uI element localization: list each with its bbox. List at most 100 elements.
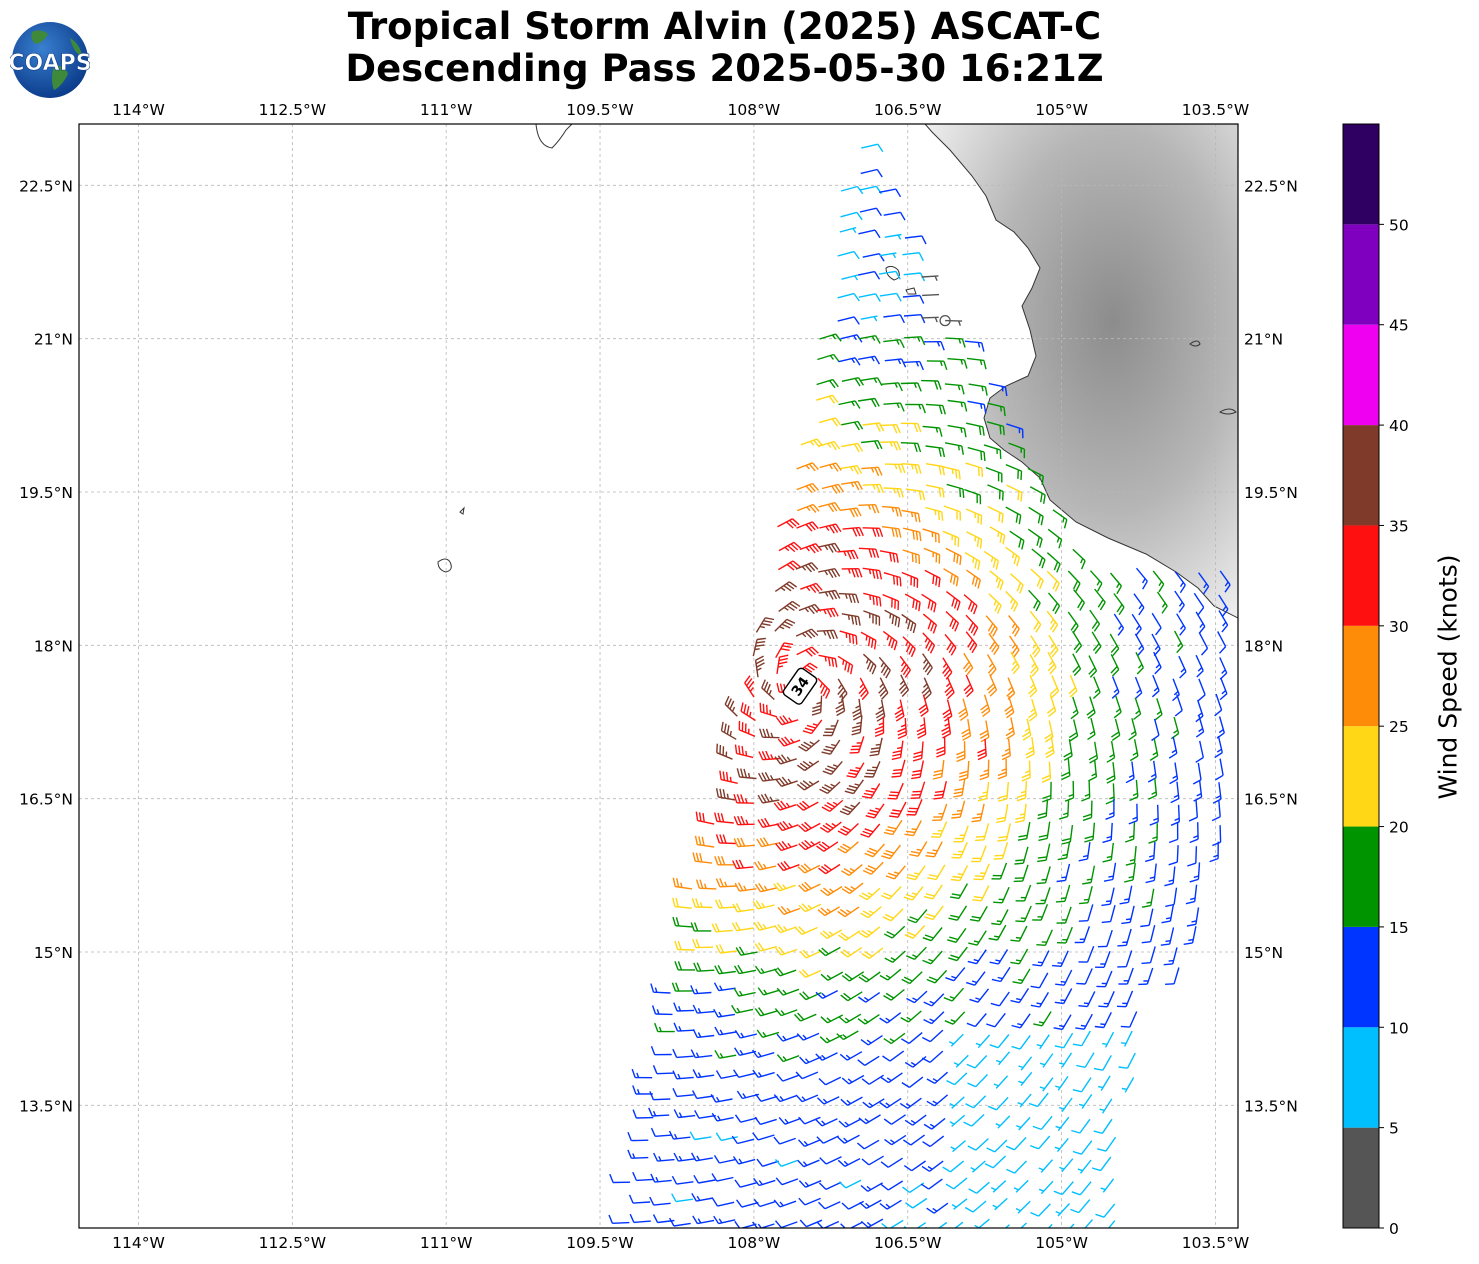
wind-barb bbox=[712, 1198, 735, 1207]
wind-barb bbox=[1006, 484, 1023, 502]
wind-barb bbox=[1173, 630, 1184, 654]
wind-barb bbox=[773, 1094, 797, 1103]
wind-barb bbox=[776, 1054, 800, 1063]
wind-barb bbox=[1076, 968, 1093, 985]
wind-barb bbox=[650, 1173, 672, 1183]
wind-barb bbox=[1017, 821, 1031, 841]
wind-barb bbox=[1068, 674, 1078, 698]
wind-barb bbox=[733, 837, 755, 848]
wind-barb bbox=[1077, 1159, 1092, 1174]
wind-barb bbox=[1151, 674, 1160, 698]
wind-barb bbox=[775, 946, 798, 956]
wind-barb bbox=[819, 523, 842, 534]
wind-barb bbox=[922, 950, 943, 965]
wind-barb bbox=[858, 971, 881, 983]
wind-barb bbox=[838, 1013, 862, 1024]
wind-barb bbox=[1032, 1115, 1053, 1131]
wind-barb bbox=[1055, 1116, 1070, 1132]
wind-barb bbox=[773, 1199, 797, 1208]
wind-barb bbox=[816, 841, 839, 852]
wind-barb bbox=[818, 542, 841, 553]
lat-tick-label-right: 21°N bbox=[1244, 331, 1283, 349]
wind-barb bbox=[799, 1056, 822, 1065]
wind-barb bbox=[861, 466, 883, 477]
wind-barb bbox=[1069, 1223, 1075, 1228]
wind-barb bbox=[838, 357, 861, 366]
wind-barb bbox=[1140, 908, 1154, 928]
wind-barb bbox=[817, 1096, 840, 1105]
wind-barb bbox=[936, 736, 946, 758]
wind-barb bbox=[811, 695, 823, 716]
wind-barb bbox=[858, 887, 881, 901]
wind-barb bbox=[796, 521, 819, 532]
wind-barb bbox=[1219, 570, 1231, 593]
colorbar-bin bbox=[1343, 124, 1379, 225]
wind-barb bbox=[715, 878, 737, 888]
wind-barb bbox=[864, 843, 885, 858]
wind-barb bbox=[945, 1177, 968, 1190]
wind-barb bbox=[1041, 761, 1052, 783]
wind-barb bbox=[1029, 610, 1042, 633]
wind-barb bbox=[800, 582, 823, 594]
wind-barb bbox=[922, 632, 936, 654]
wind-barb bbox=[993, 842, 1009, 860]
wind-barb bbox=[744, 675, 755, 698]
wind-barb bbox=[1048, 634, 1059, 658]
wind-barb bbox=[690, 922, 712, 932]
wind-barb bbox=[817, 677, 831, 699]
wind-barb bbox=[797, 503, 820, 513]
wind-barb bbox=[797, 1159, 820, 1168]
wind-barb bbox=[861, 143, 884, 153]
wind-barb bbox=[819, 821, 842, 833]
wind-barb bbox=[902, 252, 924, 262]
wind-barb bbox=[950, 1140, 966, 1153]
wind-barb bbox=[858, 926, 881, 938]
wind-barb bbox=[1028, 506, 1044, 526]
wind-barb bbox=[1028, 589, 1041, 612]
wind-barb bbox=[774, 618, 796, 632]
wind-barb bbox=[1086, 696, 1096, 719]
wind-barb bbox=[818, 502, 841, 513]
wind-barb bbox=[1027, 467, 1044, 486]
wind-barb bbox=[1187, 846, 1198, 867]
wind-barb bbox=[837, 655, 854, 675]
wind-barb bbox=[944, 1011, 966, 1025]
wind-barb bbox=[901, 613, 917, 634]
wind-barb bbox=[967, 1074, 989, 1088]
wind-barb bbox=[1110, 653, 1120, 677]
wind-barb bbox=[757, 987, 781, 996]
wind-barb bbox=[860, 823, 881, 838]
wind-barb bbox=[1056, 863, 1071, 883]
wind-barb bbox=[755, 1093, 778, 1102]
colorbar-tick-label: 5 bbox=[1389, 1120, 1399, 1138]
wind-barb bbox=[862, 567, 883, 580]
wind-barb bbox=[1005, 1136, 1027, 1151]
wind-barb bbox=[1010, 948, 1029, 965]
wind-barb bbox=[860, 168, 883, 178]
wind-barb bbox=[966, 1055, 988, 1069]
wind-barb bbox=[1053, 1014, 1072, 1031]
colorbar-bin bbox=[1343, 926, 1379, 1028]
wind-barb bbox=[1091, 1156, 1112, 1172]
wind-barb bbox=[902, 294, 925, 304]
wind-barb bbox=[716, 743, 733, 760]
wind-barb bbox=[632, 1085, 653, 1095]
wind-barb bbox=[819, 1181, 842, 1191]
wind-barb bbox=[1008, 615, 1020, 637]
wind-barb bbox=[1031, 548, 1046, 569]
wind-barb bbox=[1117, 928, 1132, 947]
lon-tick-label-bottom: 103.5°W bbox=[1182, 1234, 1249, 1252]
wind-barb bbox=[1036, 929, 1053, 946]
wind-barb bbox=[1059, 1052, 1073, 1068]
wind-barb bbox=[1087, 717, 1096, 741]
wind-barb bbox=[1018, 1056, 1033, 1071]
wind-barb bbox=[758, 750, 780, 761]
wind-barb bbox=[796, 462, 819, 472]
wind-barb bbox=[671, 1193, 693, 1203]
wind-barb bbox=[1163, 947, 1178, 966]
wind-barb bbox=[1135, 651, 1145, 675]
wind-barb bbox=[1042, 781, 1052, 803]
wind-barb bbox=[882, 505, 903, 517]
wind-barb bbox=[693, 1174, 716, 1184]
wind-barb bbox=[1183, 926, 1197, 945]
